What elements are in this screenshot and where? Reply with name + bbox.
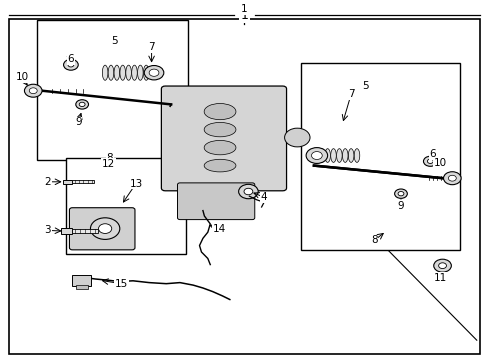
Ellipse shape — [125, 65, 131, 80]
Ellipse shape — [131, 65, 137, 80]
Bar — [63, 180, 72, 184]
Ellipse shape — [204, 122, 236, 137]
Text: 2: 2 — [44, 177, 51, 187]
Text: 8: 8 — [370, 235, 377, 246]
Text: 6: 6 — [67, 54, 74, 64]
Text: 10: 10 — [16, 72, 28, 82]
Text: 10: 10 — [433, 158, 446, 168]
Text: 5: 5 — [362, 81, 368, 91]
Bar — [72, 180, 93, 184]
Text: 15: 15 — [114, 279, 128, 289]
Text: 8: 8 — [106, 153, 113, 163]
Circle shape — [397, 192, 403, 196]
Ellipse shape — [318, 149, 324, 162]
Ellipse shape — [347, 149, 353, 162]
Text: 7: 7 — [347, 89, 354, 99]
Circle shape — [305, 148, 327, 163]
Ellipse shape — [204, 140, 236, 155]
Ellipse shape — [324, 149, 330, 162]
Circle shape — [24, 84, 42, 97]
Bar — [300, 63, 459, 250]
Bar — [76, 285, 87, 289]
Circle shape — [63, 59, 78, 70]
Circle shape — [394, 189, 407, 198]
Ellipse shape — [342, 149, 347, 162]
Circle shape — [433, 259, 450, 272]
Text: 1: 1 — [241, 4, 247, 14]
Text: 12: 12 — [102, 159, 115, 169]
Circle shape — [98, 224, 111, 234]
Bar — [72, 229, 98, 233]
Ellipse shape — [336, 149, 342, 162]
Ellipse shape — [204, 159, 236, 172]
Circle shape — [284, 128, 309, 147]
Circle shape — [244, 188, 252, 195]
Circle shape — [90, 218, 120, 239]
Ellipse shape — [102, 65, 108, 80]
Text: 1: 1 — [240, 9, 248, 22]
Circle shape — [238, 184, 258, 199]
Text: 13: 13 — [129, 179, 142, 189]
Ellipse shape — [330, 149, 336, 162]
Circle shape — [443, 172, 460, 185]
FancyBboxPatch shape — [69, 208, 135, 250]
Circle shape — [144, 66, 163, 80]
Circle shape — [423, 156, 436, 166]
Ellipse shape — [143, 65, 149, 80]
Text: 7: 7 — [148, 42, 155, 52]
Text: 11: 11 — [432, 273, 446, 283]
Bar — [37, 20, 188, 160]
Ellipse shape — [108, 65, 114, 80]
Text: 3: 3 — [44, 225, 51, 235]
Text: 5: 5 — [111, 36, 118, 46]
Circle shape — [29, 88, 37, 94]
Circle shape — [149, 69, 159, 76]
Ellipse shape — [353, 149, 359, 162]
Ellipse shape — [114, 65, 120, 80]
Circle shape — [447, 175, 455, 181]
Bar — [72, 275, 91, 286]
Circle shape — [438, 263, 446, 269]
Ellipse shape — [137, 65, 143, 80]
Circle shape — [311, 152, 322, 159]
Ellipse shape — [204, 104, 236, 120]
Text: 6: 6 — [428, 149, 435, 159]
Circle shape — [76, 100, 88, 109]
Circle shape — [427, 159, 432, 163]
Ellipse shape — [120, 65, 125, 80]
FancyBboxPatch shape — [177, 183, 254, 220]
Circle shape — [79, 102, 85, 107]
Text: 9: 9 — [397, 201, 404, 211]
Bar — [66, 158, 185, 254]
Text: 14: 14 — [212, 224, 225, 234]
Text: 4: 4 — [260, 192, 267, 202]
Text: 9: 9 — [75, 117, 81, 127]
Circle shape — [68, 63, 74, 67]
FancyBboxPatch shape — [161, 86, 286, 191]
Bar — [61, 228, 72, 234]
